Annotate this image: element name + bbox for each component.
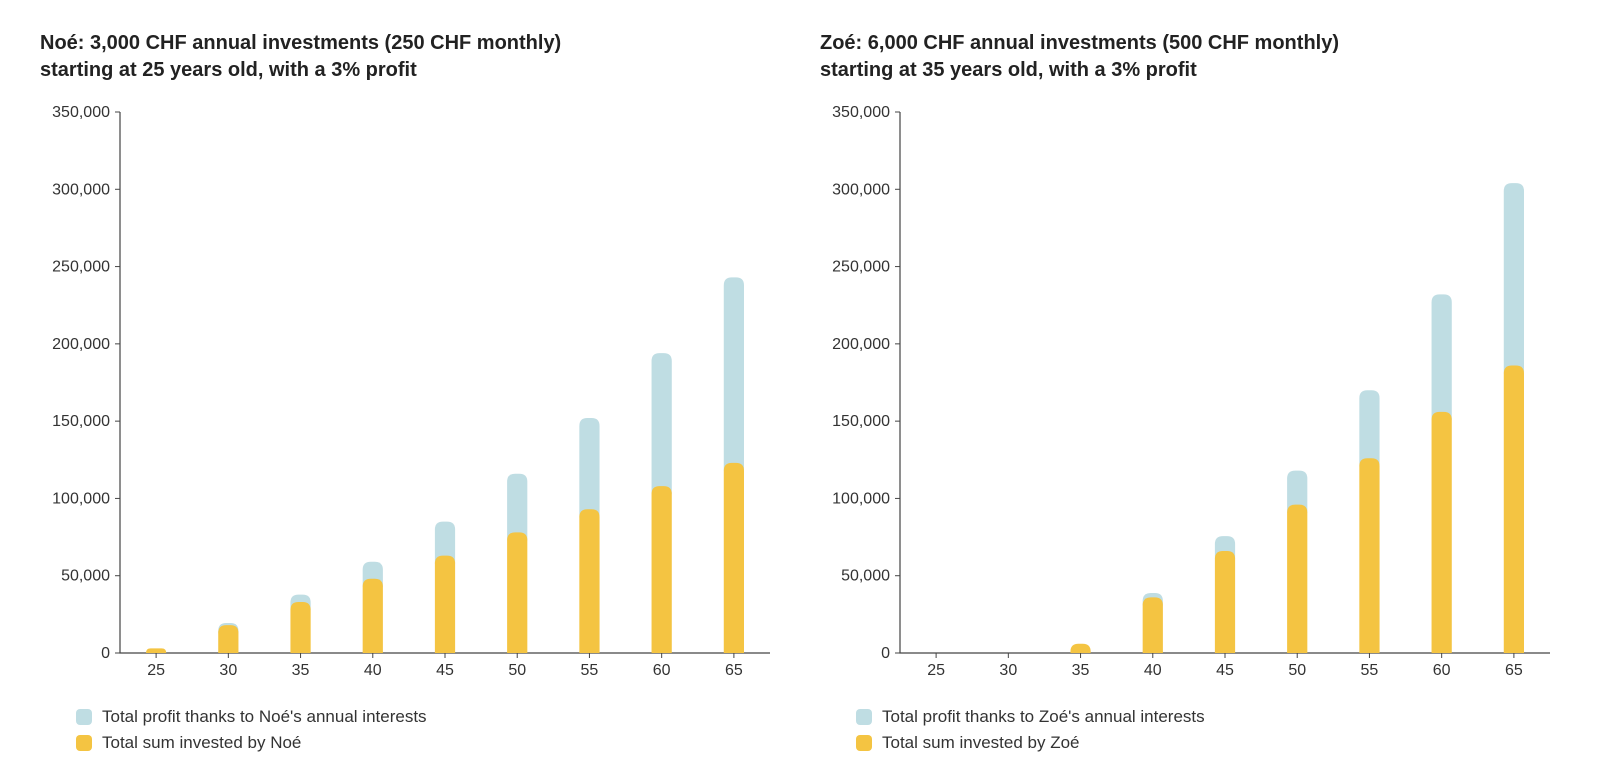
y-tick-label: 200,000 — [52, 336, 110, 353]
chart-title: Noé: 3,000 CHF annual investments (250 C… — [40, 30, 780, 84]
bar-segment-invested — [1359, 458, 1379, 653]
x-tick-label: 40 — [1144, 662, 1162, 679]
x-tick-label: 65 — [725, 662, 743, 679]
legend-label: Total profit thanks to Noé's annual inte… — [102, 707, 427, 727]
bar-segment-invested — [146, 648, 166, 653]
y-tick-label: 0 — [881, 645, 890, 662]
x-tick-label: 60 — [653, 662, 671, 679]
x-tick-label: 35 — [1072, 662, 1090, 679]
legend-item-invested: Total sum invested by Zoé — [856, 733, 1560, 753]
chart-panel-noe: Noé: 3,000 CHF annual investments (250 C… — [40, 30, 780, 759]
legend-item-profit: Total profit thanks to Zoé's annual inte… — [856, 707, 1560, 727]
x-tick-label: 30 — [219, 662, 237, 679]
bar-segment-profit — [507, 474, 527, 541]
bar-segment-invested — [1215, 551, 1235, 653]
bar-segment-invested — [363, 579, 383, 653]
legend-item-profit: Total profit thanks to Noé's annual inte… — [76, 707, 780, 727]
y-tick-label: 300,000 — [832, 181, 890, 198]
legend-label: Total profit thanks to Zoé's annual inte… — [882, 707, 1205, 727]
bar-segment-invested — [507, 532, 527, 653]
legend-swatch-profit — [856, 709, 872, 725]
legend-label: Total sum invested by Noé — [102, 733, 301, 753]
bar-segment-profit — [1504, 183, 1524, 373]
bar-chart-zoe: 0 50,000 100,000 150,000 200,000 250,000 300,0… — [820, 102, 1560, 687]
x-tick-label: 45 — [436, 662, 454, 679]
x-tick-label: 65 — [1505, 662, 1523, 679]
legend-swatch-invested — [76, 735, 92, 751]
page: Noé: 3,000 CHF annual investments (250 C… — [0, 0, 1600, 779]
y-tick-label: 100,000 — [52, 490, 110, 507]
y-tick-label: 350,000 — [52, 104, 110, 121]
legend-label: Total sum invested by Zoé — [882, 733, 1079, 753]
y-tick-label: 50,000 — [61, 568, 110, 585]
bar-segment-profit — [579, 418, 599, 517]
y-tick-label: 350,000 — [832, 104, 890, 121]
bar-segment-invested — [652, 486, 672, 653]
y-tick-label: 300,000 — [52, 181, 110, 198]
chart-area: 0 50,000 100,000 150,000 200,000 250,000 300,0… — [40, 102, 780, 687]
y-tick-label: 50,000 — [841, 568, 890, 585]
bar-segment-invested — [218, 625, 238, 653]
x-tick-label: 40 — [364, 662, 382, 679]
bar-segment-invested — [435, 556, 455, 653]
bar-segment-invested — [1143, 597, 1163, 653]
bar-segment-invested — [724, 463, 744, 653]
bar-segment-invested — [1504, 365, 1524, 653]
bar-segment-profit — [724, 277, 744, 470]
x-tick-label: 50 — [1288, 662, 1306, 679]
bar-segment-profit — [1432, 294, 1452, 419]
x-tick-label: 35 — [292, 662, 310, 679]
y-tick-label: 150,000 — [832, 413, 890, 430]
bar-segment-invested — [290, 602, 310, 653]
bar-segment-invested — [1287, 505, 1307, 653]
chart-legend: Total profit thanks to Zoé's annual inte… — [856, 701, 1560, 759]
bar-segment-invested — [579, 509, 599, 653]
x-tick-label: 25 — [927, 662, 945, 679]
legend-swatch-profit — [76, 709, 92, 725]
y-tick-label: 250,000 — [52, 259, 110, 276]
y-tick-label: 250,000 — [832, 259, 890, 276]
x-tick-label: 60 — [1433, 662, 1451, 679]
x-tick-label: 55 — [1361, 662, 1379, 679]
legend-swatch-invested — [856, 735, 872, 751]
x-tick-label: 55 — [581, 662, 599, 679]
bar-segment-profit — [1359, 390, 1379, 466]
bar-chart-noe: 0 50,000 100,000 150,000 200,000 250,000 300,0… — [40, 102, 780, 687]
x-tick-label: 50 — [508, 662, 526, 679]
bar-segment-invested — [1070, 644, 1090, 653]
y-tick-label: 150,000 — [52, 413, 110, 430]
chart-area: 0 50,000 100,000 150,000 200,000 250,000 300,0… — [820, 102, 1560, 687]
x-tick-label: 25 — [147, 662, 165, 679]
chart-legend: Total profit thanks to Noé's annual inte… — [76, 701, 780, 759]
y-tick-label: 100,000 — [832, 490, 890, 507]
bar-segment-profit — [652, 353, 672, 494]
x-tick-label: 30 — [999, 662, 1017, 679]
legend-item-invested: Total sum invested by Noé — [76, 733, 780, 753]
y-tick-label: 200,000 — [832, 336, 890, 353]
y-tick-label: 0 — [101, 645, 110, 662]
chart-panel-zoe: Zoé: 6,000 CHF annual investments (500 C… — [820, 30, 1560, 759]
chart-title: Zoé: 6,000 CHF annual investments (500 C… — [820, 30, 1560, 84]
bar-segment-invested — [1432, 412, 1452, 653]
x-tick-label: 45 — [1216, 662, 1234, 679]
